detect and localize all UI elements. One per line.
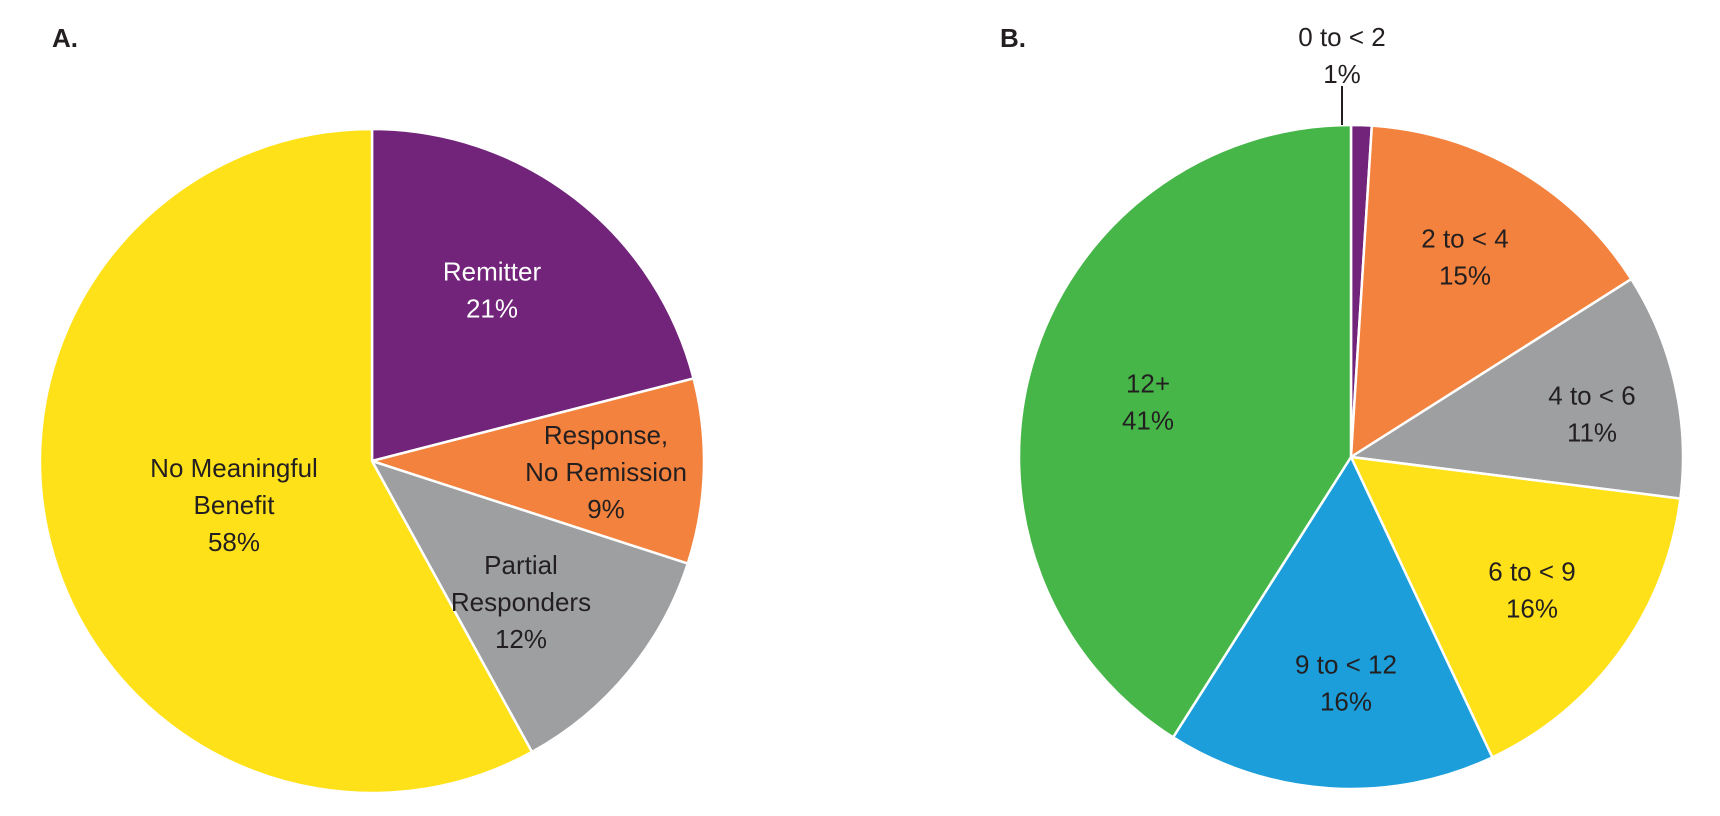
slice-percent-label: 16%	[1506, 594, 1558, 624]
slice-percent-label: 1%	[1323, 59, 1361, 89]
pie-slice-b-1	[1349, 124, 1633, 459]
slice-category-label: Benefit	[194, 490, 276, 520]
slice-percent-label: 41%	[1122, 406, 1174, 436]
slice-category-label: Partial	[484, 550, 558, 580]
pie-chart-b: B. 0 to < 2 1% 2 to < 4 15% 4 to < 6 11% 6 to …	[1000, 22, 1685, 791]
slice-percent-label: 12%	[495, 624, 547, 654]
slice-category-label: 12+	[1126, 369, 1170, 399]
pie-slice-a-0	[370, 127, 695, 463]
pie-slice-b-3	[1349, 455, 1682, 759]
pie-chart-a: A. Remitter 21% Response, No Remission 9% Par…	[38, 23, 706, 795]
pie-slice-a-3	[38, 127, 534, 795]
slice-category-label: 6 to < 9	[1488, 557, 1575, 587]
panel-label-b: B.	[1000, 23, 1026, 53]
pie-slice-b-2	[1349, 277, 1685, 500]
slice-category-label: 4 to < 6	[1548, 381, 1635, 411]
pie-slice-a-1	[370, 377, 706, 565]
slice-percent-label: 16%	[1320, 687, 1372, 717]
panel-label-a: A.	[52, 23, 78, 53]
slice-category-label: 9 to < 12	[1295, 650, 1397, 680]
slice-category-label: 0 to < 2	[1298, 22, 1385, 52]
slice-percent-label: 11%	[1567, 418, 1617, 448]
pie-slice-b-5	[1017, 123, 1353, 739]
pie-slice-b-4	[1171, 455, 1494, 791]
slice-category-label: 2 to < 4	[1421, 224, 1508, 254]
slice-percent-label: 15%	[1439, 261, 1491, 291]
slice-category-label: Response,	[544, 420, 668, 450]
slice-percent-label: 58%	[208, 527, 260, 557]
slice-category-label: No Remission	[525, 457, 687, 487]
slice-category-label: Responders	[451, 587, 591, 617]
pie-slice-a-2	[370, 459, 690, 754]
slice-category-label: No Meaningful	[150, 453, 318, 483]
slice-percent-label: 21%	[466, 294, 518, 324]
slice-category-label: Remitter	[443, 257, 542, 287]
slice-percent-label: 9%	[587, 494, 625, 524]
